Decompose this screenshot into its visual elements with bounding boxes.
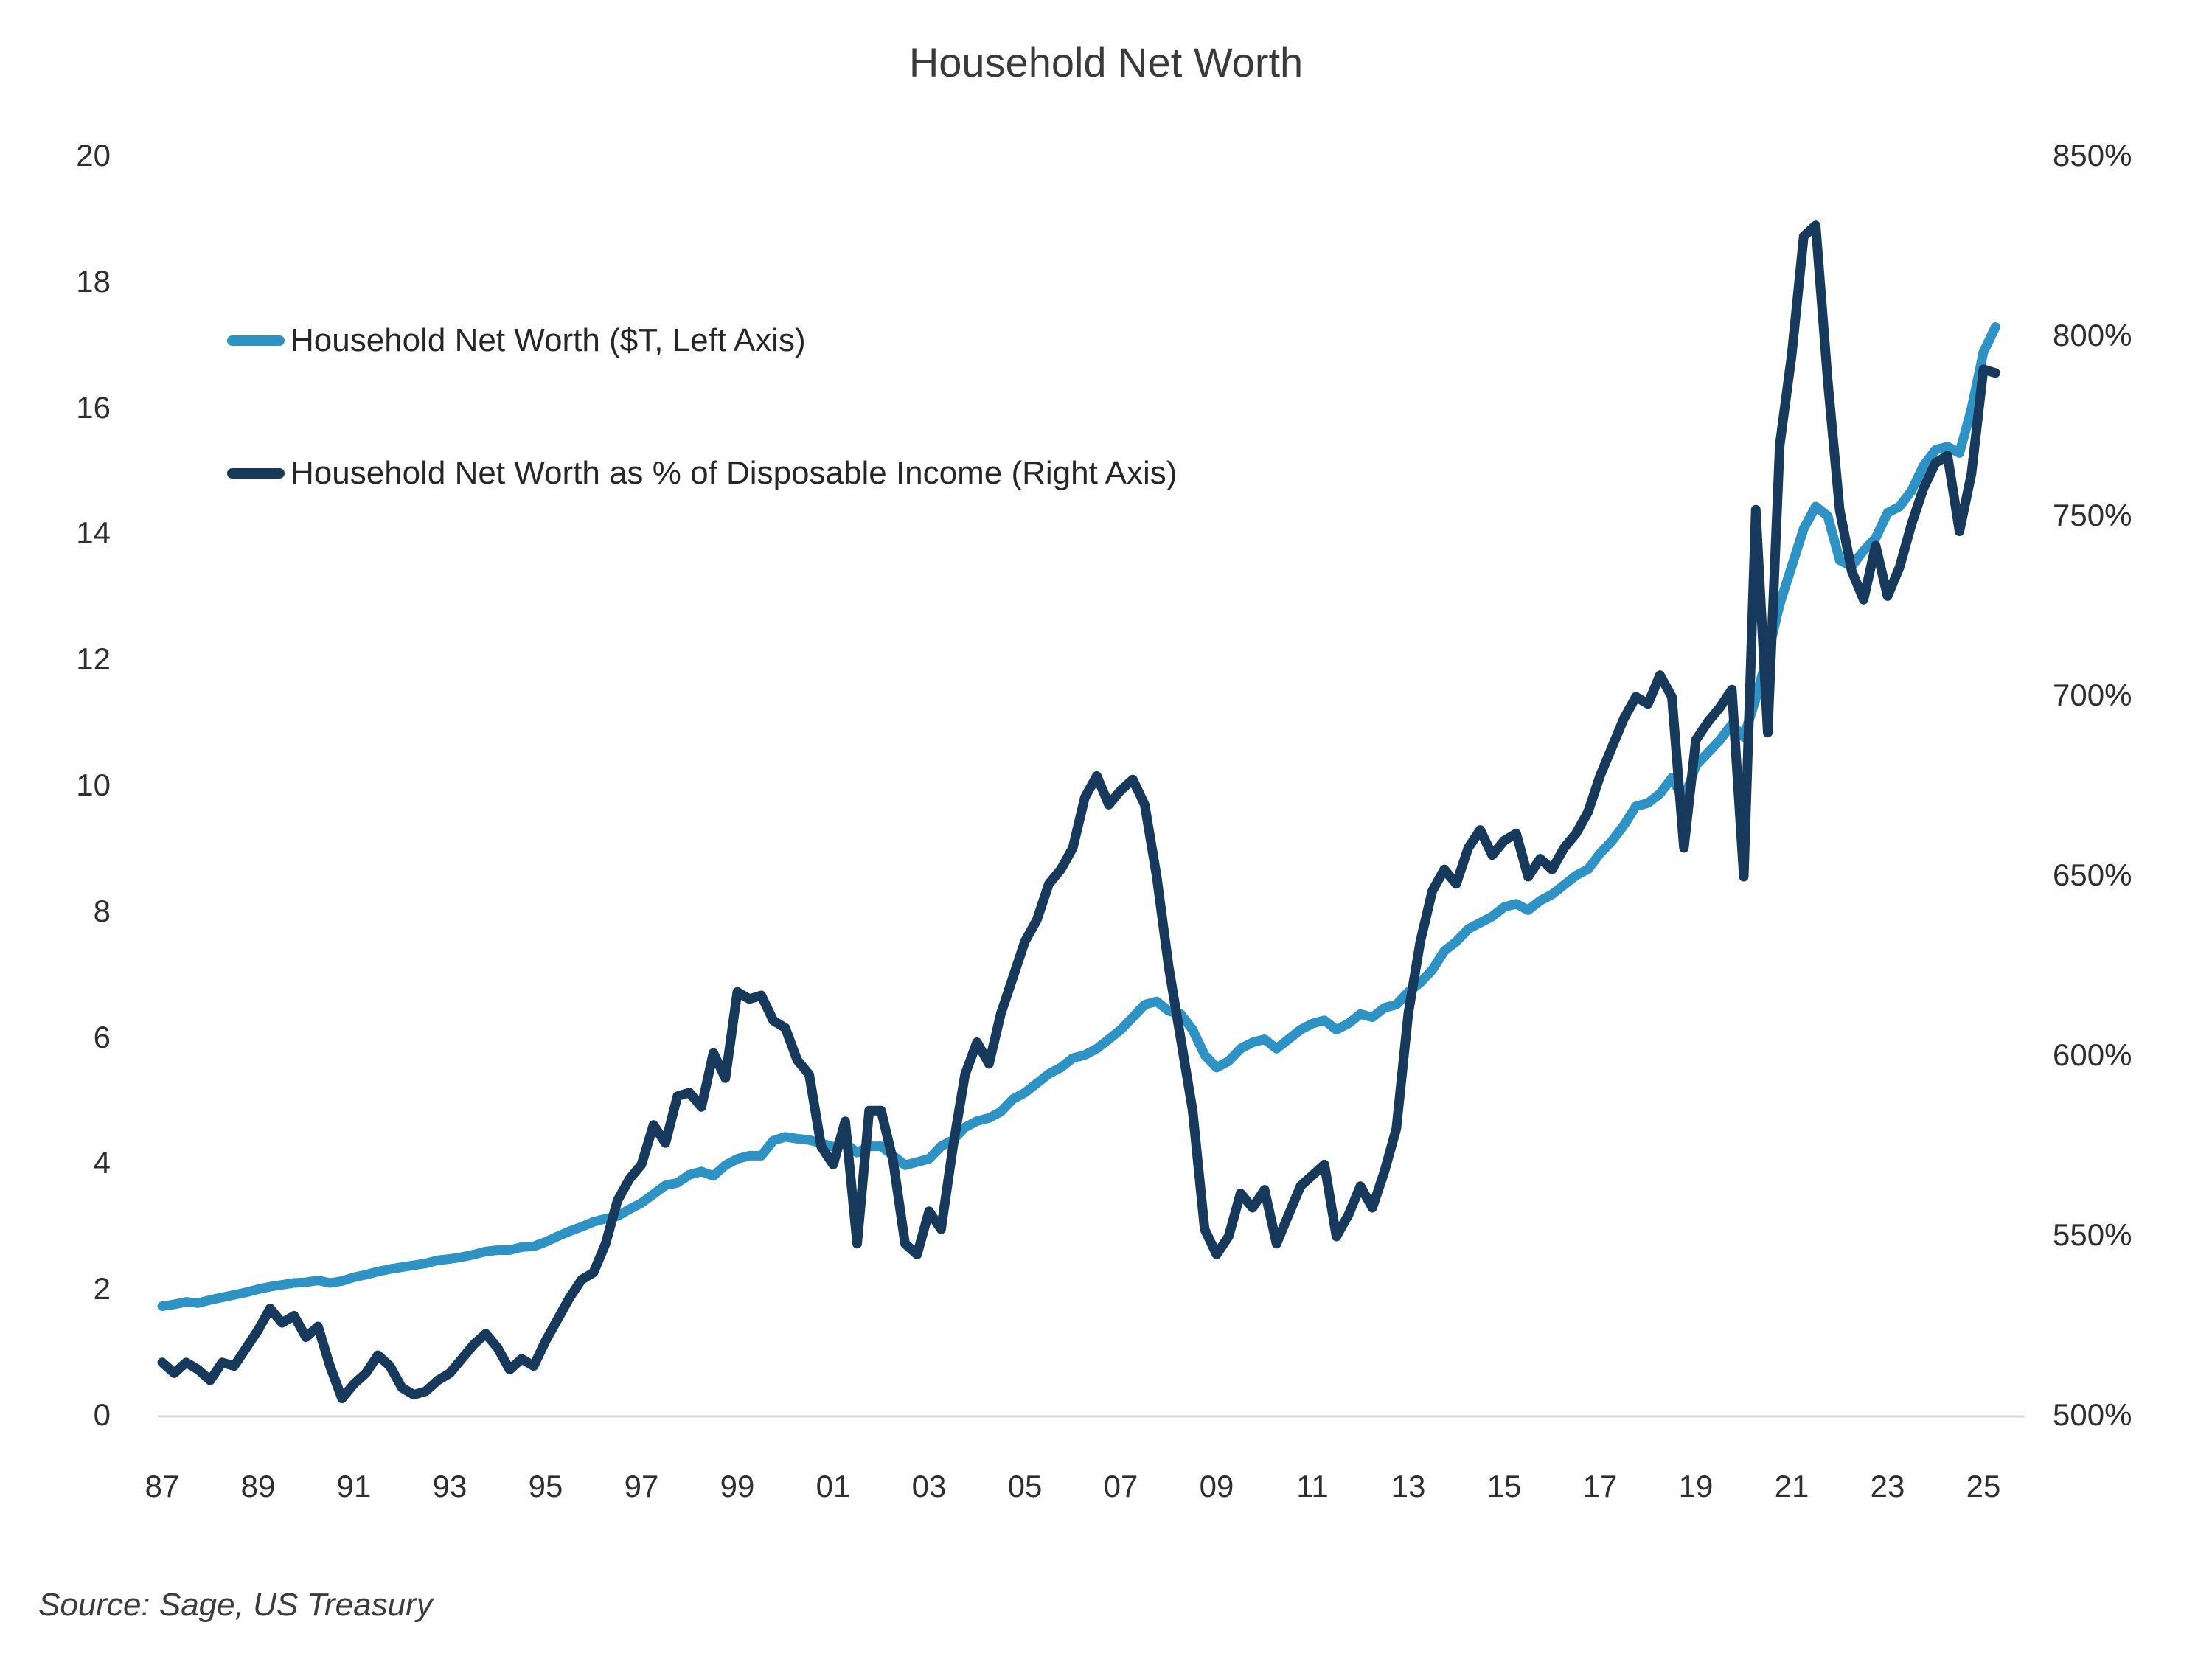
x-axis-tick-label: 91 xyxy=(336,1469,372,1503)
x-axis-tick-label: 23 xyxy=(1870,1469,1905,1503)
series-pct-income-line xyxy=(157,220,2000,1404)
left-axis-tick-label: 2 xyxy=(93,1271,111,1307)
x-axis-tick-label: 03 xyxy=(911,1469,947,1503)
right-axis-tick-label: 700% xyxy=(2053,678,2132,712)
x-axis-tick-label: 21 xyxy=(1774,1469,1809,1503)
x-axis-tick-label: 09 xyxy=(1199,1469,1234,1503)
pct-income-legend-swatch xyxy=(227,468,285,479)
left-axis-tick-label: 0 xyxy=(93,1397,111,1432)
left-axis-tick-label: 16 xyxy=(76,389,111,425)
right-axis-tick-label: 800% xyxy=(2053,318,2132,352)
left-axis-tick-label: 20 xyxy=(76,138,111,173)
net-worth-legend-swatch xyxy=(227,335,285,346)
right-axis-tick-label: 750% xyxy=(2053,498,2132,532)
right-axis-tick-label: 600% xyxy=(2053,1037,2132,1072)
x-axis-tick-label: 07 xyxy=(1103,1469,1138,1503)
chart-title: Household Net Worth xyxy=(908,39,1304,86)
x-axis-tick-label: 25 xyxy=(1966,1469,2001,1503)
x-axis-tick-label: 93 xyxy=(432,1469,467,1503)
left-axis-tick-label: 14 xyxy=(76,515,111,551)
x-axis-tick-label: 99 xyxy=(720,1469,755,1503)
left-axis-tick-label: 6 xyxy=(93,1019,111,1054)
right-axis-tick-label: 550% xyxy=(2053,1217,2132,1252)
x-axis-tick-label: 95 xyxy=(528,1469,563,1503)
x-axis-tick-label: 01 xyxy=(815,1469,851,1503)
x-axis-tick-label: 87 xyxy=(145,1469,180,1503)
x-axis-tick-label: 15 xyxy=(1486,1469,1522,1503)
left-axis-tick-label: 10 xyxy=(76,768,111,802)
x-axis-tick-label: 17 xyxy=(1582,1469,1618,1503)
legend-item-net-worth: Household Net Worth ($T, Left Axis) xyxy=(227,319,806,363)
x-axis-tick-label: 11 xyxy=(1296,1469,1329,1503)
x-axis-tick-label: 89 xyxy=(240,1469,276,1503)
source-note: Source: Sage, US Treasury xyxy=(38,1587,433,1623)
x-axis-tick-label: 97 xyxy=(624,1469,659,1503)
left-axis-tick-label: 12 xyxy=(76,641,111,677)
right-axis-tick-label: 850% xyxy=(2053,138,2132,173)
left-axis-tick-label: 4 xyxy=(93,1145,111,1180)
pct-income-legend-label: Household Net Worth as % of Disposable I… xyxy=(291,455,1178,491)
net-worth-legend-label: Household Net Worth ($T, Left Axis) xyxy=(291,322,806,358)
left-axis-tick-label: 18 xyxy=(76,263,111,299)
x-axis-tick-label: 13 xyxy=(1391,1469,1426,1503)
x-axis-tick-label: 05 xyxy=(1007,1469,1043,1503)
left-axis-tick-label: 8 xyxy=(93,893,111,928)
right-axis-tick-label: 500% xyxy=(2053,1397,2132,1432)
right-axis-tick-label: 650% xyxy=(2053,858,2132,892)
legend-item-pct-income: Household Net Worth as % of Disposable I… xyxy=(227,451,1177,495)
x-axis-tick-label: 19 xyxy=(1678,1469,1714,1503)
